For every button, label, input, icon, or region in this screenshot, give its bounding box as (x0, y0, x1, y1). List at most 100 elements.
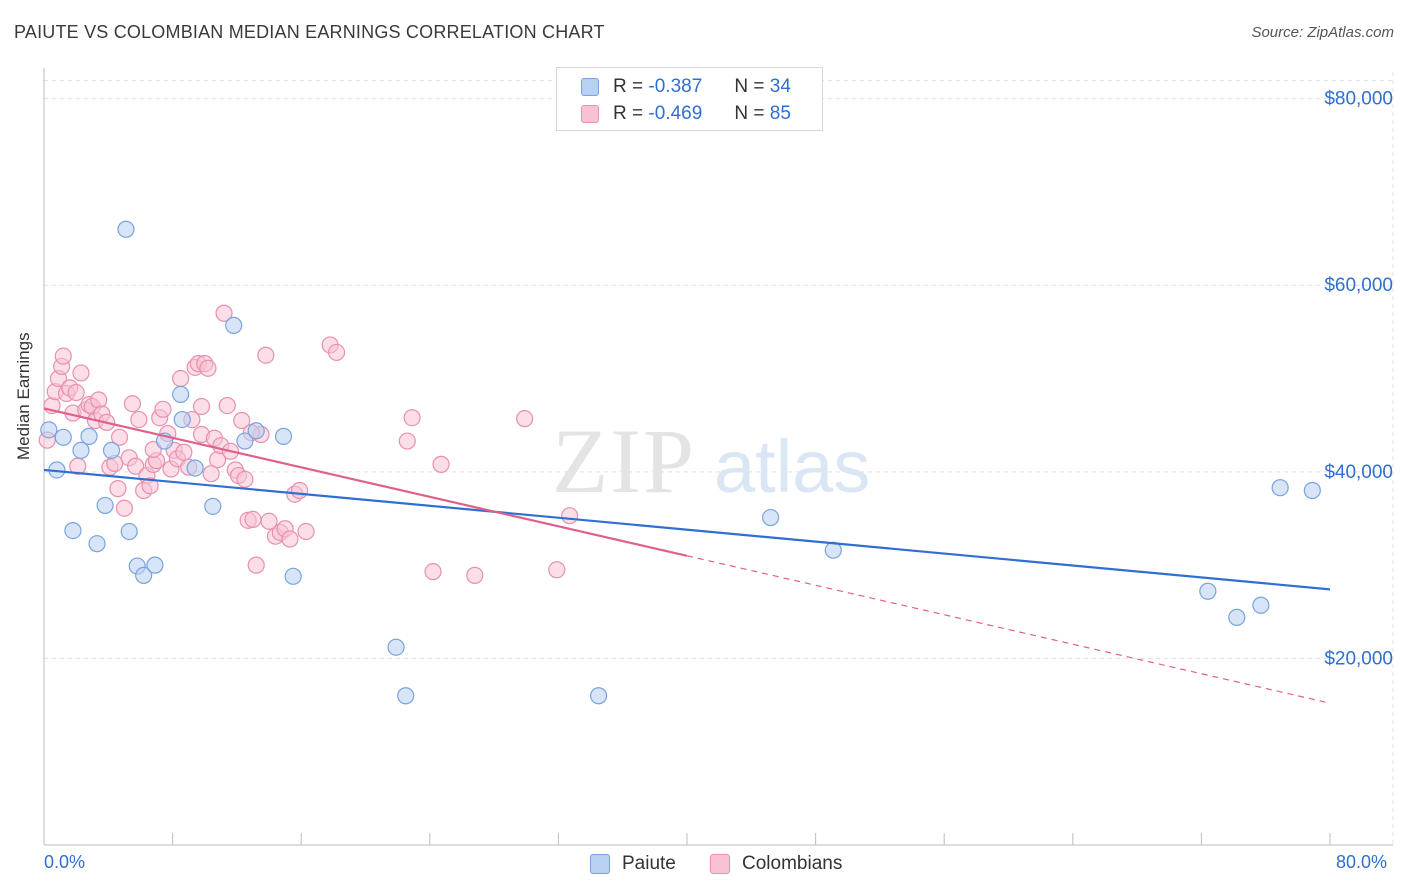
y-axis-label: Median Earnings (14, 332, 33, 460)
paiute-point (1199, 582, 1217, 600)
bottom-paiute-swatch (590, 854, 610, 874)
watermark-atlas: atlas (714, 425, 870, 508)
colombians-point (257, 346, 275, 364)
paiute-point (1271, 479, 1289, 497)
colombians-point (141, 477, 159, 495)
colombians-point (202, 465, 220, 483)
colombians-point (109, 480, 127, 498)
colombians-point (130, 410, 148, 429)
colombians-point (154, 400, 172, 418)
paiute-trend-line (43, 468, 1331, 591)
paiute-point (225, 316, 243, 334)
paiute-point (1228, 608, 1246, 626)
paiute-point (204, 497, 222, 515)
colombians-point (54, 347, 72, 365)
paiute-point (284, 567, 302, 585)
paiute-point (172, 385, 190, 403)
paiute-swatch (581, 78, 599, 96)
correlation-legend: R = -0.387 N = 34 R = -0.469 N = 85 (556, 67, 823, 131)
colombians-point (215, 304, 233, 322)
paiute-r-value: -0.387 (648, 76, 703, 97)
paiute-n-label: N = (734, 76, 765, 97)
colombians-point (516, 410, 534, 428)
paiute-point (96, 496, 114, 515)
colombians-points (38, 304, 579, 584)
legend-row-paiute: R = -0.387 N = 34 (581, 75, 791, 99)
paiute-points (40, 220, 1321, 705)
colombians-trend-line (43, 407, 688, 557)
colombians-n-value: 85 (769, 103, 791, 124)
colombians-n-label: N = (734, 103, 765, 124)
paiute-point (186, 459, 204, 477)
bottom-legend-colombians: Colombians (710, 852, 842, 876)
colombians-r-label: R = (613, 103, 644, 124)
colombians-point (110, 428, 129, 446)
paiute-point (120, 522, 138, 541)
bottom-colombians-label: Colombians (742, 853, 843, 874)
colombians-point (90, 391, 108, 409)
x-tick-min: 0.0% (44, 852, 86, 872)
colombians-point (466, 566, 484, 584)
trend-lines (43, 407, 1331, 704)
paiute-r-label: R = (613, 76, 644, 97)
paiute-point (54, 428, 72, 446)
paiute-point (1303, 481, 1321, 500)
y-tick-label: $80,000 (1324, 89, 1393, 110)
colombians-point (67, 383, 85, 402)
colombians-point (199, 359, 217, 377)
colombians-trend-extension (686, 555, 1331, 704)
colombians-point (327, 343, 346, 362)
colombians-point (247, 556, 265, 574)
watermark: ZIP atlas (552, 410, 870, 512)
y-tick-label: $60,000 (1324, 275, 1393, 296)
paiute-point (387, 638, 405, 656)
y-tick-label: $20,000 (1324, 648, 1393, 669)
colombians-point (192, 397, 211, 416)
paiute-point (146, 556, 164, 574)
paiute-point (247, 422, 265, 440)
bottom-paiute-label: Paiute (622, 853, 676, 874)
colombians-r-value: -0.469 (648, 103, 703, 124)
colombians-point (236, 470, 254, 488)
paiute-point (589, 687, 608, 705)
colombians-point (244, 510, 262, 529)
colombians-point (398, 432, 416, 450)
source-label: Source: ZipAtlas.com (1251, 24, 1394, 41)
bottom-legend-paiute: Paiute (590, 852, 676, 876)
x-tick-max: 80.0% (1336, 852, 1388, 872)
colombians-point (115, 499, 133, 517)
colombians-point (172, 369, 190, 388)
paiute-point (102, 441, 121, 459)
colombians-point (260, 512, 278, 530)
paiute-point (761, 508, 780, 527)
colombians-swatch (581, 105, 599, 123)
colombians-point (233, 411, 251, 430)
colombians-point (290, 481, 309, 500)
paiute-point (173, 410, 191, 429)
colombians-point (281, 530, 299, 548)
colombians-point (72, 364, 90, 382)
axes (43, 68, 1393, 846)
colombians-point (548, 561, 566, 579)
legend-row-colombians: R = -0.469 N = 85 (581, 102, 791, 126)
paiute-point (274, 427, 293, 445)
colombians-point (403, 409, 421, 427)
chart-title: PAIUTE VS COLOMBIAN MEDIAN EARNINGS CORR… (14, 22, 605, 42)
paiute-point (88, 535, 106, 553)
watermark-zip: ZIP (552, 410, 696, 512)
paiute-point (80, 427, 98, 445)
colombians-point (297, 522, 315, 541)
bottom-colombians-swatch (710, 854, 730, 874)
colombians-point (123, 395, 142, 413)
colombians-point (175, 443, 193, 461)
paiute-n-value: 34 (769, 76, 791, 97)
paiute-point (397, 687, 415, 705)
paiute-point (72, 441, 90, 459)
paiute-point (135, 566, 153, 584)
colombians-point (424, 563, 442, 581)
colombians-point (218, 396, 236, 415)
paiute-point (117, 220, 135, 238)
paiute-point (236, 432, 254, 450)
colombians-point (561, 507, 579, 525)
